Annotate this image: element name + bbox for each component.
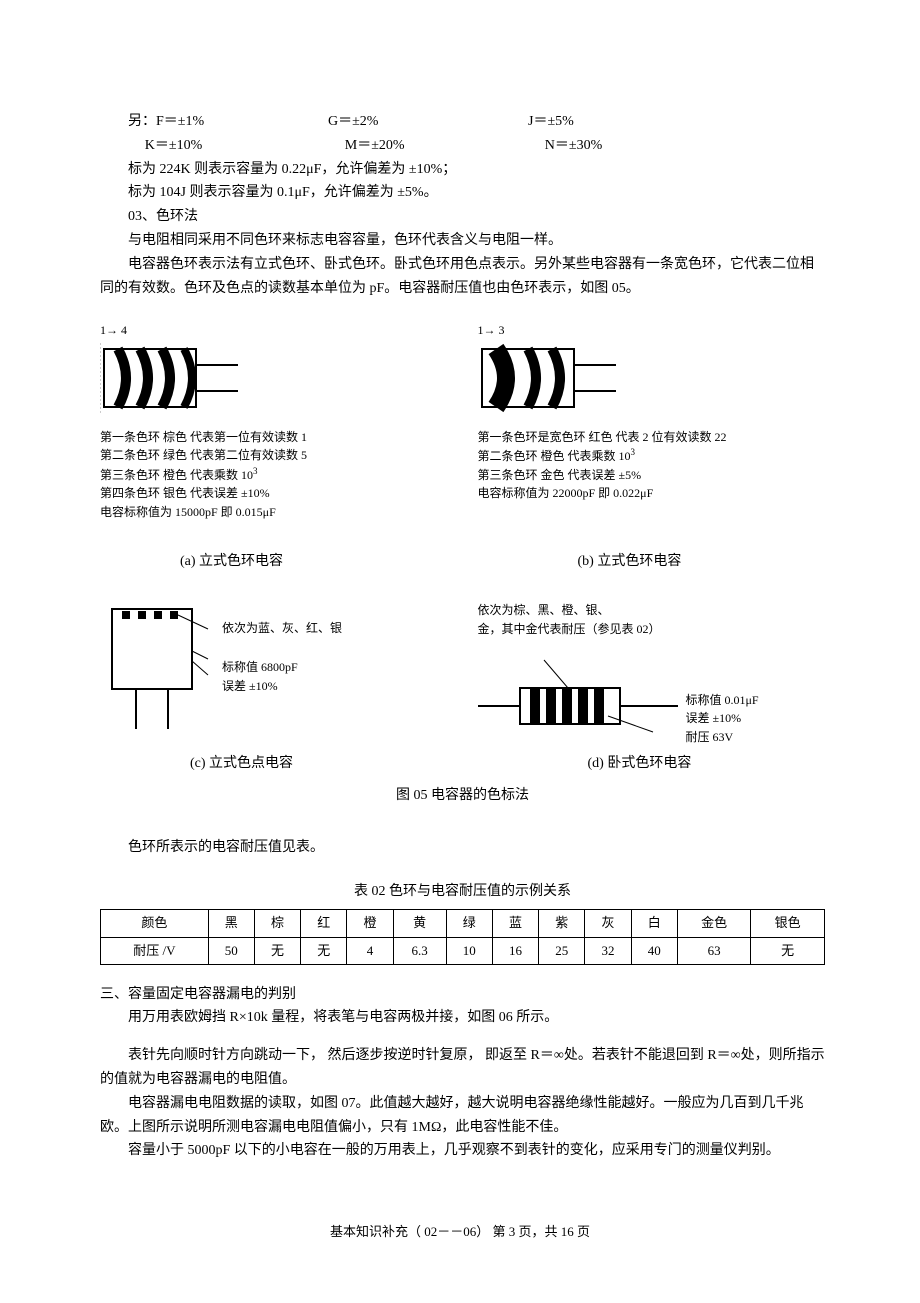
cap-a: 1→ 4 第一条色环 棕色 代表第一位有效读数 1 第二条色环 绿色 代表第二位… [100,320,448,521]
th-3: 红 [301,910,347,937]
th-9: 灰 [585,910,631,937]
tol-n: N＝±30% [545,134,745,158]
cap-a-caption: (a) 立式色环电容 [100,550,428,574]
figure-row-1: 1→ 4 第一条色环 棕色 代表第一位有效读数 1 第二条色环 绿色 代表第二位… [100,320,825,521]
td-0: 耐压 /V [101,937,209,964]
after-fig-para: 色环所表示的电容耐压值见表。 [100,836,825,860]
cap-a-l5: 电容标称值为 15000pF 即 0.015μF [100,503,448,522]
cap-d: 依次为棕、黑、橙、银、 金，其中金代表耐压（参见表 02） [478,601,826,746]
cap-b-marker: 1→ 3 [478,320,826,340]
th-8: 紫 [539,910,585,937]
td-4: 4 [347,937,393,964]
table-02: 颜色 黑 棕 红 橙 黄 绿 蓝 紫 灰 白 金色 银色 耐压 /V 50 无 … [100,909,825,964]
cap-a-lines: 第一条色环 棕色 代表第一位有效读数 1 第二条色环 绿色 代表第二位有效读数 … [100,428,448,522]
td-12: 无 [751,937,825,964]
th-4: 橙 [347,910,393,937]
td-5: 6.3 [393,937,446,964]
tol-j: J＝±5% [528,110,728,134]
cap-d-caption: (d) 卧式色环电容 [458,752,826,776]
cap-c-note3: 误差 ±10% [222,677,342,696]
cap-d-top2: 金，其中金代表耐压（参见表 02） [478,620,826,639]
tolerance-row-1: 另：F＝±1% G＝±2% J＝±5% [100,110,825,134]
cap-a-l4: 第四条色环 银色 代表误差 ±10% [100,484,448,503]
cap-c-notes: 依次为蓝、灰、红、银 标称值 6800pF 误差 ±10% [222,619,342,695]
td-1: 50 [208,937,254,964]
th-2: 棕 [254,910,300,937]
figure-row-2: 依次为蓝、灰、红、银 标称值 6800pF 误差 ±10% 依次为棕、黑、橙、银… [100,601,825,746]
cap-d-right-notes: 标称值 0.01μF 误差 ±10% 耐压 63V [686,691,759,747]
th-5: 黄 [393,910,446,937]
th-6: 绿 [446,910,492,937]
th-11: 金色 [677,910,751,937]
th-7: 蓝 [492,910,538,937]
sec3-p3: 电容器漏电电阻数据的读取，如图 07。此值越大越好，越大说明电容器绝缘性能越好。… [100,1092,825,1140]
cap-c-note1: 依次为蓝、灰、红、银 [222,619,342,638]
cap-b-svg [478,343,618,413]
cap-d-r2: 误差 ±10% [686,709,759,728]
sec3-p4: 容量小于 5000pF 以下的小电容在一般的万用表上，几乎观察不到表针的变化，应… [100,1139,825,1163]
page: 另：F＝±1% G＝±2% J＝±5% K＝±10% M＝±20% N＝±30%… [0,0,920,1303]
caption-row-1: (a) 立式色环电容 (b) 立式色环电容 [100,536,825,574]
sec03-p1: 与电阻相同采用不同色环来标志电容容量，色环代表含义与电阻一样。 [100,229,825,253]
table-02-title: 表 02 色环与电容耐压值的示例关系 [100,880,825,904]
cap-c: 依次为蓝、灰、红、银 标称值 6800pF 误差 ±10% [100,601,448,746]
th-12: 银色 [751,910,825,937]
td-9: 32 [585,937,631,964]
caption-row-2: (c) 立式色点电容 (d) 卧式色环电容 [100,752,825,776]
tol-f: 另：F＝±1% [128,110,328,134]
td-10: 40 [631,937,677,964]
cap-d-top1: 依次为棕、黑、橙、银、 [478,601,826,620]
td-8: 25 [539,937,585,964]
th-0: 颜色 [101,910,209,937]
cap-b-l2: 第二条色环 橙色 代表乘数 103 [478,446,826,466]
cap-d-top-notes: 依次为棕、黑、橙、银、 金，其中金代表耐压（参见表 02） [478,601,826,638]
table-head-row: 颜色 黑 棕 红 橙 黄 绿 蓝 紫 灰 白 金色 银色 [101,910,825,937]
cap-c-svg [100,601,210,731]
example-104j: 标为 104J 则表示容量为 0.1μF，允许偏差为 ±5%。 [100,181,825,205]
sec3-title: 三、容量固定电容器漏电的判别 [100,983,825,1007]
tol-g: G＝±2% [328,110,528,134]
td-6: 10 [446,937,492,964]
cap-b-l3: 第三条色环 金色 代表误差 ±5% [478,466,826,485]
example-224k: 标为 224K 则表示容量为 0.22μF，允许偏差为 ±10%； [100,158,825,182]
th-1: 黑 [208,910,254,937]
cap-a-l3: 第三条色环 橙色 代表乘数 103 [100,465,448,485]
table-data-row: 耐压 /V 50 无 无 4 6.3 10 16 25 32 40 63 无 [101,937,825,964]
cap-d-r1: 标称值 0.01μF [686,691,759,710]
cap-a-l1: 第一条色环 棕色 代表第一位有效读数 1 [100,428,448,447]
td-2: 无 [254,937,300,964]
sec03-title: 03、色环法 [100,205,825,229]
cap-b-caption: (b) 立式色环电容 [458,550,826,574]
cap-a-marker: 1→ 4 [100,320,448,340]
tol-m: M＝±20% [345,134,545,158]
tol-k: K＝±10% [145,134,345,158]
figure-05-title: 图 05 电容器的色标法 [100,784,825,808]
cap-a-l2: 第二条色环 绿色 代表第二位有效读数 5 [100,446,448,465]
cap-d-r3: 耐压 63V [686,728,759,747]
td-11: 63 [677,937,751,964]
td-3: 无 [301,937,347,964]
cap-b-lines: 第一条色环是宽色环 红色 代表 2 位有效读数 22 第二条色环 橙色 代表乘数… [478,428,826,503]
cap-c-note2: 标称值 6800pF [222,658,342,677]
cap-c-caption: (c) 立式色点电容 [100,752,428,776]
cap-b: 1→ 3 第一条色环是宽色环 红色 代表 2 位有效读数 22 第二条色环 橙色… [478,320,826,521]
cap-b-l1: 第一条色环是宽色环 红色 代表 2 位有效读数 22 [478,428,826,447]
page-footer: 基本知识补充（ 02－－06） 第 3 页，共 16 页 [0,1221,920,1243]
sec03-p2: 电容器色环表示法有立式色环、卧式色环。卧式色环用色点表示。另外某些电容器有一条宽… [100,253,825,301]
cap-b-l4: 电容标称值为 22000pF 即 0.022μF [478,484,826,503]
th-10: 白 [631,910,677,937]
td-7: 16 [492,937,538,964]
sec3-p2: 表针先向顺时针方向跳动一下， 然后逐步按逆时针复原， 即返至 R＝∞处。若表针不… [100,1044,825,1092]
cap-d-svg [478,656,678,736]
tolerance-row-2: K＝±10% M＝±20% N＝±30% [100,134,825,158]
sec3-p1: 用万用表欧姆挡 R×10k 量程，将表笔与电容两极并接，如图 06 所示。 [100,1006,825,1030]
cap-a-svg [100,343,240,413]
